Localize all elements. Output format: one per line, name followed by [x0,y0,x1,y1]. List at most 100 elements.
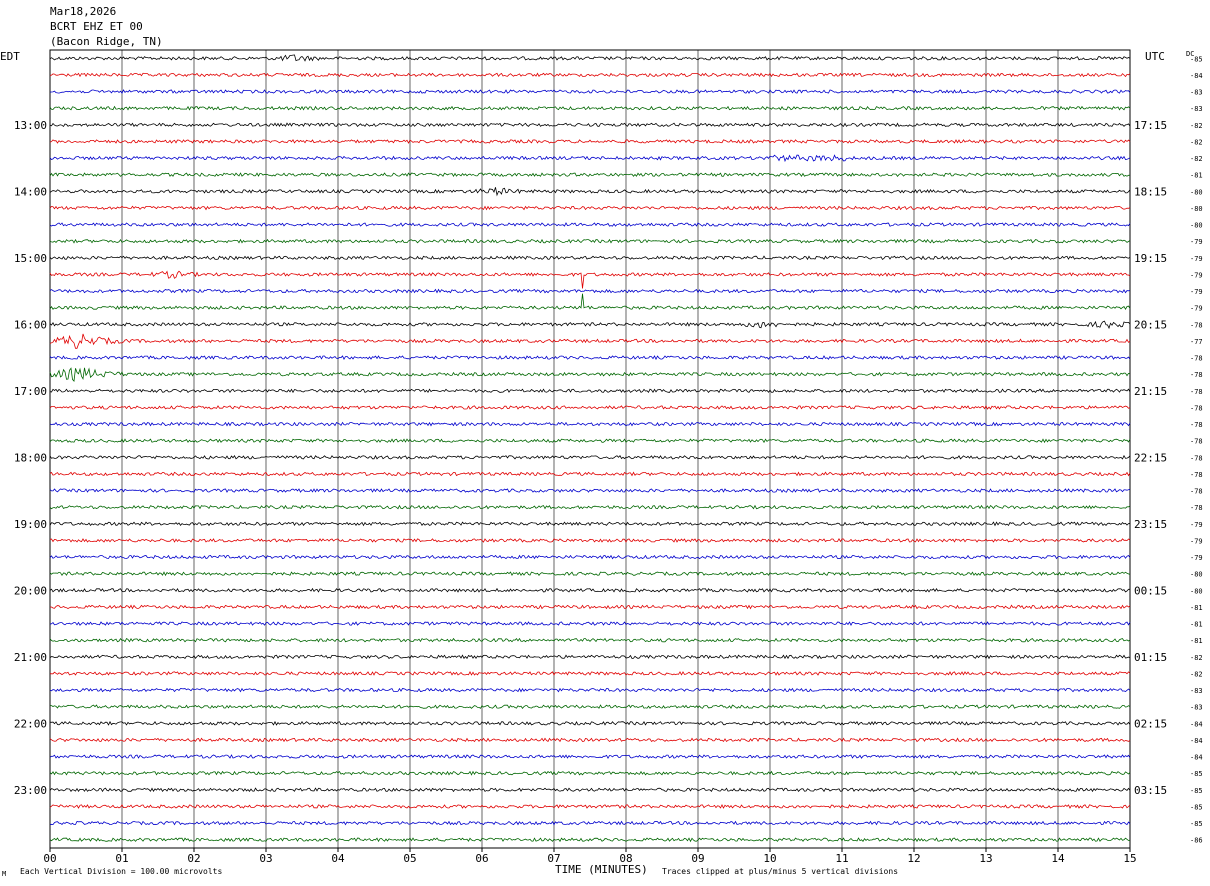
seismic-trace [49,270,1131,289]
right-hour-label: 17:15 [1134,119,1167,132]
dc-offset-label: -80 [1190,571,1203,579]
dc-offset-label: -80 [1190,222,1203,230]
division-note: Each Vertical Division = 100.00 microvol… [20,867,223,876]
dc-offset-label: -79 [1190,305,1203,313]
dc-offset-label: -83 [1190,105,1203,113]
left-hour-label: 17:00 [14,385,47,398]
seismic-trace [49,388,1131,394]
dc-offset-label: -84 [1190,737,1203,745]
seismic-trace [49,72,1131,78]
dc-offset-label: -85 [1190,820,1203,828]
x-tick-label: 00 [43,852,56,865]
x-axis-title: TIME (MINUTES) [555,863,648,876]
x-tick-label: 10 [763,852,776,865]
seismic-trace [49,187,1131,197]
x-tick-label: 03 [259,852,272,865]
seismic-trace [49,554,1131,560]
seismic-trace [49,54,1131,62]
left-hour-label: 13:00 [14,119,47,132]
right-hour-label: 18:15 [1134,185,1167,198]
seismic-trace [50,704,1131,710]
dc-offset-label: -80 [1190,205,1203,213]
seismic-trace [49,355,1131,361]
left-hour-label: 20:00 [14,584,47,597]
seismic-trace [49,405,1131,410]
dc-offset-label: -78 [1190,438,1203,446]
dc-offset-label: -78 [1190,504,1203,512]
x-tick-label: 08 [619,852,632,865]
right-hour-label: 23:15 [1134,518,1167,531]
seismic-trace [49,105,1131,111]
dc-offset-label: -78 [1190,355,1203,363]
dc-offset-label: -78 [1190,371,1203,379]
seismic-trace [49,737,1131,743]
dc-offset-label: -78 [1190,454,1203,462]
dc-offset-label: -86 [1190,837,1203,845]
location-label: (Bacon Ridge, TN) [50,35,163,48]
x-tick-label: 01 [115,852,128,865]
dc-offset-label: -78 [1190,388,1203,396]
dc-offset-label: -81 [1190,621,1203,629]
left-hour-label: 16:00 [14,318,47,331]
dc-offset-label: -83 [1190,704,1203,712]
right-hour-label: 22:15 [1134,451,1167,464]
dc-offset-label: -80 [1190,188,1203,196]
dc-offset-label: -81 [1190,604,1203,612]
dc-offset-label: -79 [1190,554,1203,562]
seismic-trace [49,222,1131,227]
seismic-trace [49,122,1131,128]
dc-offset-label: -79 [1190,537,1203,545]
seismic-trace [49,367,1131,383]
seismic-trace [49,89,1131,94]
x-tick-label: 04 [331,852,345,865]
x-tick-label: 02 [187,852,200,865]
seismic-trace [49,671,1131,676]
dc-offset-label: -78 [1190,404,1203,412]
dc-offset-label: -79 [1190,521,1203,529]
right-hour-label: 03:15 [1134,784,1167,797]
x-tick-label: 11 [835,852,848,865]
left-hour-label: 19:00 [14,518,47,531]
seismic-trace [49,504,1131,510]
dc-offset-label: -78 [1190,321,1203,329]
dc-offset-label: -82 [1190,138,1203,146]
dc-offset-label: -80 [1190,587,1203,595]
seismic-trace [49,521,1131,527]
dc-offset-label: -82 [1190,155,1203,163]
x-tick-label: 07 [547,852,560,865]
x-tick-label: 14 [1051,852,1065,865]
dc-offset-label: -81 [1190,637,1203,645]
left-hour-label: 14:00 [14,185,47,198]
seismic-trace [49,587,1130,593]
dc-offset-label: -85 [1190,803,1203,811]
x-tick-label: 13 [979,852,992,865]
dc-offset-label: -82 [1190,670,1203,678]
right-hour-label: 00:15 [1134,584,1167,597]
x-tick-label: 09 [691,852,704,865]
dc-offset-label: -82 [1190,654,1203,662]
seismic-trace [49,320,1131,330]
seismic-trace [49,770,1131,776]
right-hour-label: 02:15 [1134,717,1167,730]
seismic-trace [49,621,1131,626]
seismic-trace [49,837,1131,843]
dc-offset-label: -85 [1190,55,1203,63]
seismic-trace [49,238,1131,244]
date-label: Mar18,2026 [50,5,117,18]
seismic-trace [49,637,1131,643]
dc-offset-label: -78 [1190,488,1203,496]
seismic-trace [49,654,1131,660]
x-tick-label: 05 [403,852,416,865]
left-hour-label: 18:00 [14,451,47,464]
x-tick-label: 06 [475,852,488,865]
seismic-trace [49,421,1131,427]
dc-offset-label: -79 [1190,255,1203,263]
dc-offset-label: -84 [1190,720,1203,728]
seismic-trace [49,471,1131,477]
dc-offset-label: -83 [1190,89,1203,97]
left-hour-label: 21:00 [14,651,47,664]
dc-header-label: DC [1186,50,1195,58]
dc-offset-label: -79 [1190,288,1203,296]
left-hour-label: 22:00 [14,717,47,730]
